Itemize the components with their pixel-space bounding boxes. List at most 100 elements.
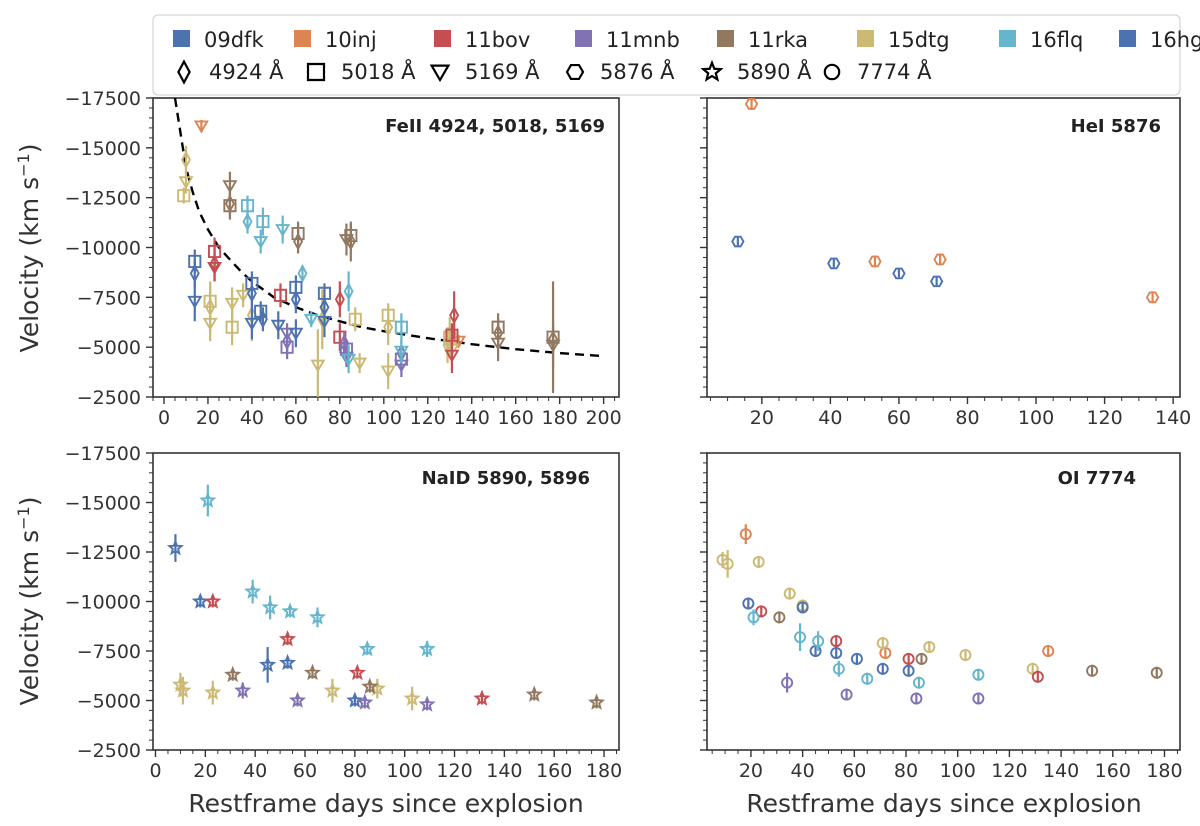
x-tick-label: 40 <box>818 407 842 429</box>
point-16hgp-circle <box>742 597 755 610</box>
point-16flq-diamond <box>297 264 308 283</box>
point-16flq-star <box>199 491 217 508</box>
point-10inj-hexagon <box>1145 291 1160 304</box>
legend-marker-circle <box>823 63 841 81</box>
point-11rka-circle <box>773 611 786 624</box>
point-16flq-tri_down <box>303 313 319 327</box>
point-16hgp-diamond <box>290 290 301 309</box>
point-16flq-star <box>308 608 327 625</box>
x-tick-label: 140 <box>1155 407 1191 429</box>
x-tick-label: 100 <box>387 760 423 782</box>
point-16hgp-circle <box>902 664 915 677</box>
legend-label-star: 5890 Å <box>737 58 812 84</box>
legend-swatch-16flq <box>999 30 1016 47</box>
y-tick-label: −2500 <box>77 387 141 409</box>
point-16flq-tri_down <box>393 345 409 359</box>
point-11bov-star <box>278 630 297 647</box>
panel-3: 0 20 40 60 80 100 120 140 160 180−2500−5000−7500−… <box>14 443 622 818</box>
legend-label-09dfk: 09dfk <box>204 28 264 52</box>
point-15dtg-square <box>225 320 239 334</box>
legend-swatch-11mnb <box>575 30 592 47</box>
point-11rka-star <box>224 665 242 683</box>
point-15dtg-star <box>323 681 342 698</box>
point-11rka-star <box>587 693 606 710</box>
x-axis-label: Restframe days since explosion <box>188 789 583 818</box>
x-tick-label: 80 <box>894 760 918 782</box>
point-16flq-square <box>256 215 270 229</box>
legend-label-diamond: 4924 Å <box>209 58 284 84</box>
point-16flq-circle <box>794 631 807 644</box>
x-tick-label: 20 <box>193 760 217 782</box>
x-tick-label: 20 <box>739 760 763 782</box>
x-tick-label: 80 <box>328 407 352 429</box>
point-16hgp-square <box>289 280 303 294</box>
point-11bov-diamond <box>449 305 460 325</box>
point-16hgp-tri_down <box>270 319 286 333</box>
point-11rka-circle <box>1086 664 1099 677</box>
x-axis: 0 20 40 60 80 100 120 140 160 180 200 <box>152 397 622 429</box>
point-16hgp-hexagon <box>929 275 944 288</box>
point-15dtg-tri_down <box>235 289 251 303</box>
point-15dtg-tri_down <box>310 359 326 373</box>
x-tick-label: 140 <box>454 407 490 429</box>
point-16flq-circle <box>861 672 874 685</box>
point-11rka-square <box>546 330 560 344</box>
x-tick-label: 160 <box>498 407 534 429</box>
point-16hgp-circle <box>876 662 889 675</box>
point-16flq-diamond <box>242 212 253 231</box>
point-15dtg-star <box>403 689 421 706</box>
point-16flq-star <box>418 639 436 657</box>
x-tick-label: 180 <box>586 760 622 782</box>
plot-frame <box>706 97 1181 398</box>
x-tick-label: 0 <box>149 760 161 782</box>
point-11rka-diamond <box>493 323 504 343</box>
point-15dtg-circle <box>721 557 734 570</box>
y-axis-label: Velocity (km s−1) <box>14 144 44 353</box>
point-15dtg-star <box>204 683 222 700</box>
point-11rka-diamond <box>345 232 356 251</box>
point-15dtg-square <box>381 308 395 322</box>
legend-label-square: 5018 Å <box>341 58 416 84</box>
x-tick-label: 60 <box>284 407 308 429</box>
point-10inj-hexagon <box>744 98 759 110</box>
y-tick-label: −12500 <box>65 188 141 210</box>
legend-swatch-09dfk <box>173 30 190 47</box>
x-tick-label: 20 <box>750 407 774 429</box>
point-16hgp-diamond <box>246 284 257 303</box>
x-tick-label: 100 <box>1018 407 1054 429</box>
y-tick-label: −10000 <box>65 592 141 614</box>
y-axis: −2500 −5000 −7500 −10000 −12500 −15000 −17500 <box>65 88 153 409</box>
point-15dtg-tri_down <box>224 297 240 311</box>
x-tick-label: 80 <box>343 760 367 782</box>
x-tick-label: 200 <box>585 407 621 429</box>
point-16hgp-star <box>346 691 364 708</box>
plot-frame <box>706 452 1181 751</box>
point-11mnb-circle <box>840 688 853 701</box>
x-tick-label: 120 <box>436 760 472 782</box>
point-10inj-circle <box>1042 645 1055 657</box>
point-16hgp-circle <box>830 646 843 659</box>
x-axis: 20 40 60 80 100 120 140 <box>709 397 1191 429</box>
point-16flq-diamond <box>343 282 354 301</box>
point-11rka-square <box>491 320 505 334</box>
point-16flq-star <box>358 639 376 657</box>
point-11rka-square <box>291 226 305 241</box>
point-16hgp-star <box>278 653 297 671</box>
y-tick-label: −10000 <box>65 238 141 260</box>
point-15dtg-circle <box>783 587 796 600</box>
point-10inj-hexagon <box>933 253 947 266</box>
point-11bov-circle <box>902 652 915 665</box>
point-15dtg-square <box>203 294 217 308</box>
point-15dtg-circle <box>752 555 765 568</box>
point-09dfk-square <box>188 254 202 269</box>
x-tick-label: 40 <box>243 760 267 782</box>
x-tick-label: 120 <box>410 407 446 429</box>
x-axis-label: Restframe days since explosion <box>746 789 1141 818</box>
point-16hgp-star <box>191 592 209 609</box>
legend-frame <box>152 14 1181 96</box>
x-tick-label: 80 <box>955 407 979 429</box>
point-16flq-square <box>394 320 408 334</box>
x-tick-label: 60 <box>887 407 911 429</box>
x-tick-label: 180 <box>542 407 578 429</box>
point-11bov-star <box>204 592 222 609</box>
